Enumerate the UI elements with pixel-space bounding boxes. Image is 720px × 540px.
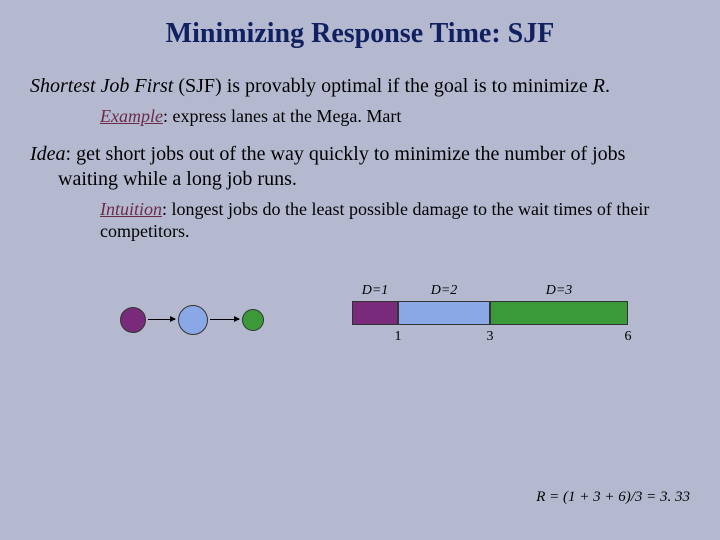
arrow: [210, 319, 239, 320]
tick-label: 3: [480, 329, 500, 345]
duration-label: D=1: [357, 283, 393, 299]
example-text: : express lanes at the Mega. Mart: [163, 106, 401, 126]
sjf-name: Shortest Job First: [30, 75, 173, 97]
timeline-seg-green: [490, 301, 628, 325]
result-equation: R = (1 + 3 + 6)/3 = 3. 33: [536, 489, 690, 506]
tick-label: 6: [618, 329, 638, 345]
para-idea: Idea: get short jobs out of the way quic…: [30, 142, 690, 192]
timeline-seg-blue: [398, 301, 490, 325]
example-label: Example: [100, 106, 163, 126]
para-sjf-optimal: Shortest Job First (SJF) is provably opt…: [30, 74, 690, 99]
para1-text: (SJF) is provably optimal if the goal is…: [173, 75, 592, 97]
duration-label: D=2: [426, 283, 462, 299]
job-ball-green: [242, 309, 264, 331]
sjf-diagram: D=1 1 D=2 3 D=3 6: [30, 271, 690, 391]
intuition-text: : longest jobs do the least possible dam…: [100, 199, 649, 242]
job-ball-purple: [120, 307, 146, 333]
idea-label: Idea: [30, 143, 66, 165]
job-ball-blue: [178, 305, 208, 335]
tick-label: 1: [388, 329, 408, 345]
arrow: [148, 319, 175, 320]
slide-title: Minimizing Response Time: SJF: [30, 18, 690, 50]
para1-R: R: [593, 75, 605, 97]
timeline-seg-purple: [352, 301, 398, 325]
intuition-line: Intuition: longest jobs do the least pos…: [100, 198, 690, 243]
duration-label: D=3: [541, 283, 577, 299]
idea-text: : get short jobs out of the way quickly …: [58, 143, 625, 190]
intuition-label: Intuition: [100, 199, 162, 219]
example-line: Example: express lanes at the Mega. Mart: [100, 105, 690, 128]
para1-period: .: [605, 75, 610, 97]
